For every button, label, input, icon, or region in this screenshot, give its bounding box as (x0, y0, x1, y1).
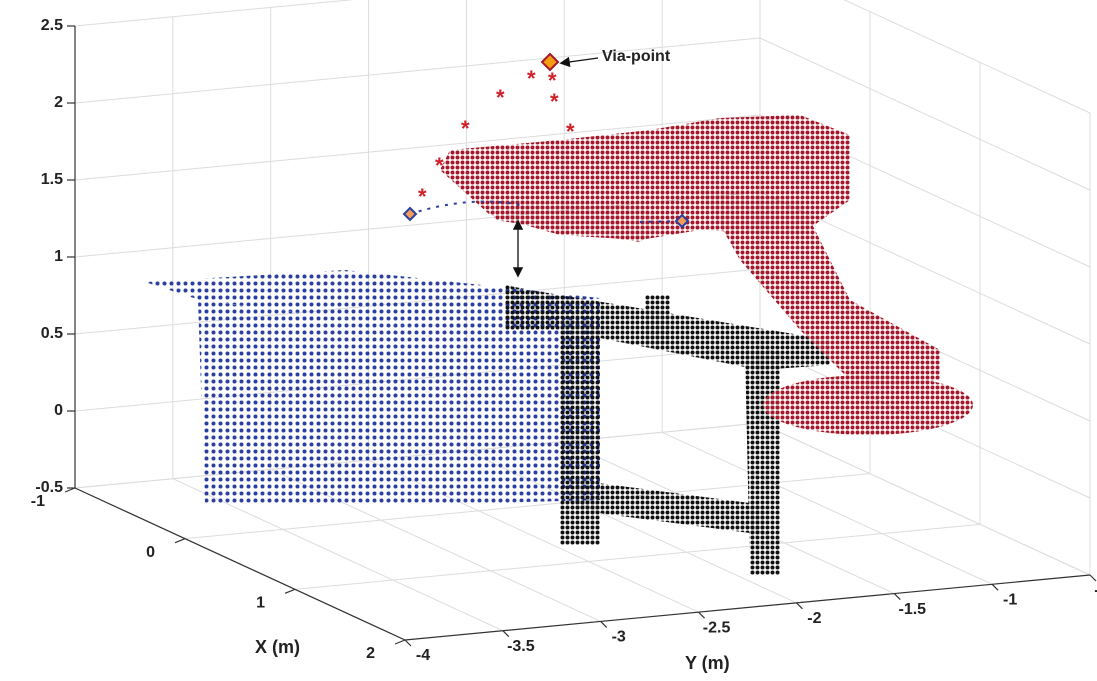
z-tick-label: 1.5 (41, 171, 63, 188)
black-frame-bottom (575, 480, 765, 535)
x-tick-label: 1 (256, 595, 265, 612)
x-tick (285, 589, 295, 593)
x-tick (395, 640, 405, 644)
z-tick-label: 0 (54, 402, 63, 419)
y-tick-label: -1 (1003, 592, 1017, 609)
chart: * * * * * * * * Via-point X (m) Y (m) -0… (0, 0, 1097, 681)
y-tick-label: -3.5 (507, 638, 535, 655)
y-tick-label: -2.5 (703, 619, 731, 636)
grid-line (75, 0, 760, 26)
point-clouds: * * * * * * * * (145, 54, 973, 575)
z-tick-label: 0.5 (41, 325, 63, 342)
y-axis-label: Y (m) (685, 653, 730, 673)
y-tick (503, 631, 509, 637)
y-tick-label: -1.5 (898, 601, 926, 618)
y-tick-label: -4 (416, 647, 430, 664)
x-axis (75, 488, 405, 640)
svg-text:*: * (496, 85, 505, 110)
black-frame-post (645, 295, 670, 345)
y-tick (796, 603, 802, 609)
x-tick-label: -1 (31, 493, 45, 510)
grid-line (760, 0, 1090, 113)
grid-line (295, 524, 980, 589)
svg-text:*: * (566, 119, 575, 144)
y-tick (894, 594, 900, 600)
z-tick-label: 2 (54, 94, 63, 111)
annotation: Via-point (602, 48, 671, 65)
x-tick-label: 2 (366, 645, 375, 662)
svg-text:*: * (550, 89, 559, 114)
x-axis-label: X (m) (255, 637, 300, 657)
x-tick-label: 0 (146, 544, 155, 561)
svg-text:*: * (418, 184, 427, 209)
grid-line (760, 423, 1090, 575)
y-tick-label: -2 (807, 610, 821, 627)
y-tick-label: -3 (612, 629, 626, 646)
x-tick (175, 539, 185, 543)
red-robot-base (763, 375, 973, 435)
y-axis (405, 575, 1090, 640)
svg-text:*: * (435, 153, 444, 178)
z-tick-label: 1 (54, 248, 63, 265)
svg-text:*: * (527, 66, 536, 91)
y-tick (601, 621, 607, 627)
via-point-arrow (562, 58, 598, 63)
y-tick (405, 640, 411, 646)
blue-cloud-body (198, 300, 600, 505)
svg-text:*: * (461, 116, 470, 141)
y-tick (699, 612, 705, 618)
y-tick (1090, 575, 1096, 581)
z-tick-label: 2.5 (41, 17, 63, 34)
black-frame-post (745, 350, 780, 575)
start-marker (404, 208, 416, 220)
y-tick (992, 584, 998, 590)
